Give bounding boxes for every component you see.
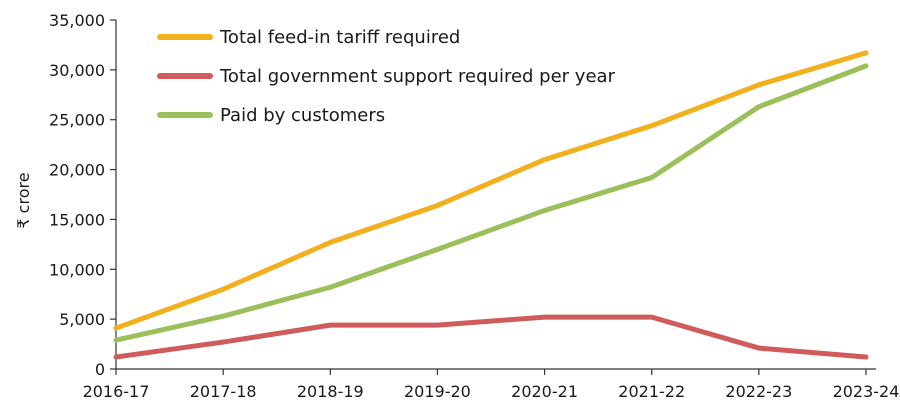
y-tick-label: 25,000	[49, 111, 105, 130]
x-tick-label: 2017-18	[190, 382, 257, 401]
series-line-1	[113, 314, 869, 360]
series-line-2	[113, 63, 869, 343]
legend-label-1: Total government support required per ye…	[219, 66, 616, 87]
y-tick-label: 10,000	[49, 260, 105, 279]
y-tick-label: 5,000	[59, 310, 105, 329]
legend: Total feed-in tariff required Total gover…	[157, 27, 616, 126]
y-tick-label: 20,000	[49, 161, 105, 180]
y-tick-label: 0	[95, 360, 105, 379]
x-tick-label: 2022-23	[725, 382, 792, 401]
y-axis: 0 5,000 10,000 15,000 20,000 25,000 30,000 35,0…	[49, 11, 117, 379]
y-axis-title: ₹ crore	[14, 172, 33, 228]
x-tick-label: 2019-20	[404, 382, 471, 401]
series-layer	[113, 50, 869, 360]
x-tick-label: 2016-17	[83, 382, 150, 401]
x-tick-label: 2021-22	[618, 382, 685, 401]
legend-label-0: Total feed-in tariff required	[219, 27, 460, 48]
x-tick-label: 2018-19	[297, 382, 364, 401]
y-tick-label: 35,000	[49, 11, 105, 30]
series-line-0	[113, 50, 869, 331]
x-axis: 2016-17 2017-18 2018-19 2019-20 2020-21 2021-…	[83, 368, 900, 401]
y-tick-label: 15,000	[49, 210, 105, 229]
y-tick-label: 30,000	[49, 61, 105, 80]
legend-label-2: Paid by customers	[220, 105, 385, 126]
x-tick-label: 2023-24	[833, 382, 900, 401]
x-tick-label: 2020-21	[511, 382, 578, 401]
